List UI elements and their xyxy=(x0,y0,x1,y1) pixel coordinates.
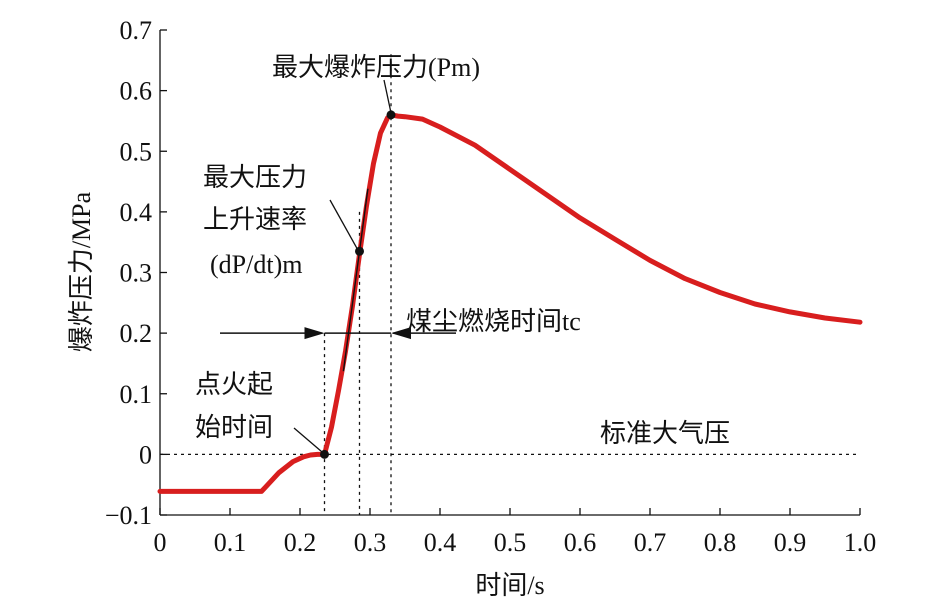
max-pressure-leader xyxy=(383,79,392,114)
x-tick-label: 0.7 xyxy=(634,528,667,557)
y-tick-label: 0.6 xyxy=(120,77,153,106)
x-tick-label: 0.2 xyxy=(284,528,317,557)
x-tick-label: 0.8 xyxy=(704,528,737,557)
burn-time-arrows xyxy=(220,327,456,340)
burn-arrow-left-head xyxy=(304,327,325,340)
annotation-burn-time: 煤尘燃烧时间tc xyxy=(406,307,581,336)
x-axis-label: 时间/s xyxy=(475,571,544,600)
x-tick-label: 0.6 xyxy=(564,528,597,557)
x-tick-label: 0 xyxy=(154,528,167,557)
y-axis-label: 爆炸压力/MPa xyxy=(67,191,96,352)
x-tick-label: 1.0 xyxy=(844,528,877,557)
annotation-ignition-line1: 点火起 xyxy=(195,370,273,399)
x-tick-label: 0.1 xyxy=(214,528,247,557)
annotation-atmosphere: 标准大气压 xyxy=(600,419,730,448)
y-tick-label: 0.2 xyxy=(120,319,153,348)
burn-arrow-right-head xyxy=(391,327,411,340)
y-tick-label: −0.1 xyxy=(105,501,152,530)
y-tick-label: 0.1 xyxy=(120,380,153,409)
max-rate-leader xyxy=(329,199,359,250)
pressure-curve-series xyxy=(157,112,863,494)
y-ticks: −0.1 0 0.1 0.2 0.3 0.4 0.5 0.6 0.7 xyxy=(105,16,167,530)
max-pressure-point-marker xyxy=(386,110,396,120)
point-markers xyxy=(320,110,396,459)
x-ticks: 0 0.1 0.2 0.3 0.4 0.5 0.6 0.7 0.8 0.9 1.0 xyxy=(154,508,877,557)
reference-lines xyxy=(160,54,860,515)
annotation-ignition-line2: 始时间 xyxy=(195,413,273,442)
ignition-leader xyxy=(293,427,323,453)
x-tick-label: 0.9 xyxy=(774,528,807,557)
y-tick-label: 0.3 xyxy=(120,259,153,288)
x-tick-label: 0.3 xyxy=(354,528,387,557)
y-tick-label: 0.7 xyxy=(120,16,153,45)
annotation-max-rate-line3: (dP/dt)m xyxy=(210,250,302,279)
annotation-max-rate-line2: 上升速率 xyxy=(203,205,307,234)
x-tick-label: 0.4 xyxy=(424,528,457,557)
x-tick-label: 0.5 xyxy=(494,528,527,557)
max-rate-tangent-line xyxy=(342,188,369,372)
y-tick-label: 0 xyxy=(139,440,152,469)
annotation-max-pressure: 最大爆炸压力(Pm) xyxy=(272,53,480,82)
y-tick-label: 0.5 xyxy=(120,137,153,166)
annotation-max-rate-line1: 最大压力 xyxy=(203,163,307,192)
annotation-leaders xyxy=(293,79,392,453)
y-tick-label: 0.4 xyxy=(120,198,153,227)
